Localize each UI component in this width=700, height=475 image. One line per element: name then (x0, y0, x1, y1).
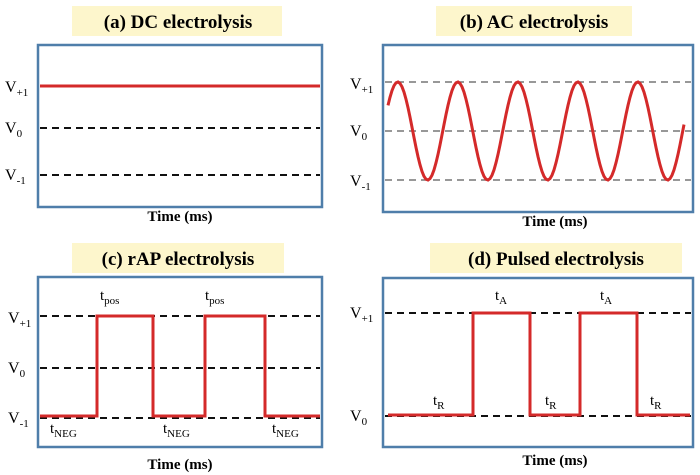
annotation-sub: R (654, 400, 662, 412)
level-label-sub: +1 (17, 87, 29, 99)
level-label-main: V (350, 123, 362, 140)
level-label-main: V (350, 173, 362, 190)
level-label: V0 (350, 123, 368, 143)
plot-box (36, 43, 324, 209)
annotation-main: t (163, 421, 168, 437)
annotation-sub: R (437, 400, 445, 412)
level-label: V0 (5, 120, 23, 140)
x-axis-label: Time (ms) (522, 453, 587, 469)
annotation: tNEG (272, 421, 299, 440)
title-box (436, 6, 632, 36)
level-label-main: V (5, 167, 17, 184)
annotation-main: t (100, 288, 105, 304)
level-label: V+1 (350, 305, 373, 325)
level-label: V0 (8, 360, 26, 380)
level-label-sub: +1 (362, 313, 374, 325)
title-box (72, 6, 282, 36)
level-label-main: V (350, 408, 362, 425)
level-label-sub: -1 (17, 175, 26, 187)
annotation: tR (545, 393, 557, 412)
level-label-main: V (8, 360, 20, 377)
annotation: tpos (100, 288, 119, 307)
level-label-sub: -1 (20, 418, 29, 430)
annotation: tNEG (50, 421, 77, 440)
annotation: tA (495, 288, 507, 307)
annotation-main: t (545, 393, 550, 409)
waveform (40, 314, 320, 418)
annotation: tNEG (163, 421, 190, 440)
x-axis-label: Time (ms) (147, 209, 212, 225)
level-label: V+1 (350, 76, 373, 96)
annotation-sub: A (499, 295, 507, 307)
plot-box (381, 276, 695, 449)
level-label-sub: -1 (362, 181, 371, 193)
title-box (72, 243, 284, 273)
annotation-main: t (495, 288, 500, 304)
annotation-sub: pos (209, 295, 224, 307)
level-label-main: V (350, 305, 362, 322)
annotation-main: t (205, 288, 210, 304)
panel-title: (d) Pulsed electrolysis (468, 249, 644, 270)
annotation-main: t (600, 288, 605, 304)
annotation-sub: pos (104, 295, 119, 307)
annotation: tA (600, 288, 612, 307)
annotation: tR (650, 393, 662, 412)
x-axis-label: Time (ms) (147, 457, 212, 473)
annotation-sub: NEG (276, 428, 299, 440)
panel-title: (c) rAP electrolysis (102, 249, 255, 270)
level-label: V+1 (5, 79, 28, 99)
level-label: V0 (350, 408, 368, 428)
waveform (386, 80, 686, 182)
level-label-main: V (8, 310, 20, 327)
level-label-sub: 0 (362, 131, 368, 143)
annotation-main: t (433, 393, 438, 409)
level-label-sub: 0 (20, 368, 26, 380)
level-label-sub: 0 (17, 128, 23, 140)
level-label-main: V (5, 79, 17, 96)
annotation-sub: A (604, 295, 612, 307)
level-label-sub: +1 (20, 318, 32, 330)
level-label-sub: 0 (362, 416, 368, 428)
panel-title: (a) DC electrolysis (104, 12, 252, 33)
level-label-main: V (8, 410, 20, 427)
level-label-main: V (350, 76, 362, 93)
x-axis-label: Time (ms) (522, 214, 587, 230)
level-label: V-1 (5, 167, 26, 187)
annotation-main: t (650, 393, 655, 409)
panel-title: (b) AC electrolysis (460, 12, 608, 33)
level-label: V+1 (8, 310, 31, 330)
annotation-main: t (50, 421, 55, 437)
level-label: V-1 (350, 173, 371, 193)
annotation-sub: NEG (54, 428, 77, 440)
title-box (430, 243, 682, 273)
level-label-main: V (5, 120, 17, 137)
level-label-sub: +1 (362, 84, 374, 96)
plot-box (36, 275, 324, 449)
annotation-main: t (272, 421, 277, 437)
waveform (388, 311, 690, 417)
annotation-sub: R (549, 400, 557, 412)
annotation: tpos (205, 288, 224, 307)
level-label: V-1 (8, 410, 29, 430)
plot-box (381, 43, 695, 214)
annotation: tR (433, 393, 445, 412)
annotation-sub: NEG (167, 428, 190, 440)
